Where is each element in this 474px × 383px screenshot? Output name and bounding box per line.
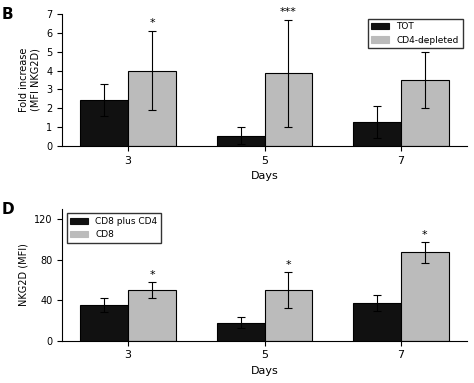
Y-axis label: NKG2D (MFI): NKG2D (MFI) [18, 243, 28, 306]
Text: *: * [286, 260, 291, 270]
Bar [81, 305, 128, 341]
Bar [401, 252, 449, 341]
Bar [353, 303, 401, 341]
Bar [264, 74, 312, 146]
Bar [128, 70, 176, 146]
Y-axis label: Fold increase
(MFI NKG2D): Fold increase (MFI NKG2D) [19, 48, 40, 112]
Bar [353, 123, 401, 146]
Bar [217, 136, 264, 146]
Text: D: D [1, 202, 14, 217]
Bar [128, 290, 176, 341]
Bar [401, 80, 449, 146]
Text: ***: *** [280, 7, 297, 17]
Bar [81, 100, 128, 146]
Bar [217, 322, 264, 341]
Text: *: * [149, 270, 155, 280]
Text: *: * [422, 230, 428, 240]
X-axis label: Days: Days [251, 366, 278, 376]
Text: B: B [1, 8, 13, 23]
Legend: CD8 plus CD4, CD8: CD8 plus CD4, CD8 [66, 213, 161, 243]
X-axis label: Days: Days [251, 171, 278, 181]
Bar [264, 290, 312, 341]
Text: *: * [149, 18, 155, 28]
Text: **: ** [419, 39, 430, 49]
Legend: TOT, CD4-depleted: TOT, CD4-depleted [368, 19, 463, 48]
